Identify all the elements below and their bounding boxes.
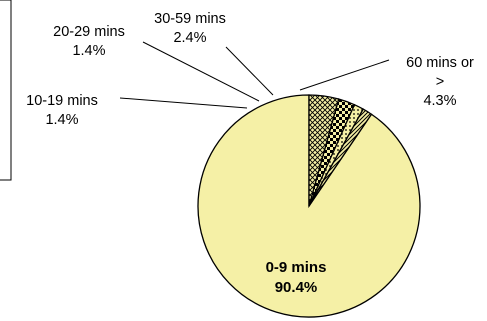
leader-line-20-29-mins [142,41,260,102]
data-label-60-mins-or: 60 mins or >4.3% [406,55,474,109]
data-label-10-19-mins: 10-19 mins 1.4% [26,93,98,128]
data-label-20-29-mins: 20-29 mins 1.4% [53,24,125,59]
pie-slice-60-mins-or [308,94,340,207]
data-label-30-59-mins: 30-59 mins 2.4% [154,11,226,46]
leader-line-10-19-mins [119,97,248,109]
leader-line-30-59-mins [225,46,274,96]
data-label-0-9-mins: 0-9 mins 90.4% [266,259,327,296]
leader-line-60-mins-or [299,59,390,91]
left-frame-line [0,0,12,181]
